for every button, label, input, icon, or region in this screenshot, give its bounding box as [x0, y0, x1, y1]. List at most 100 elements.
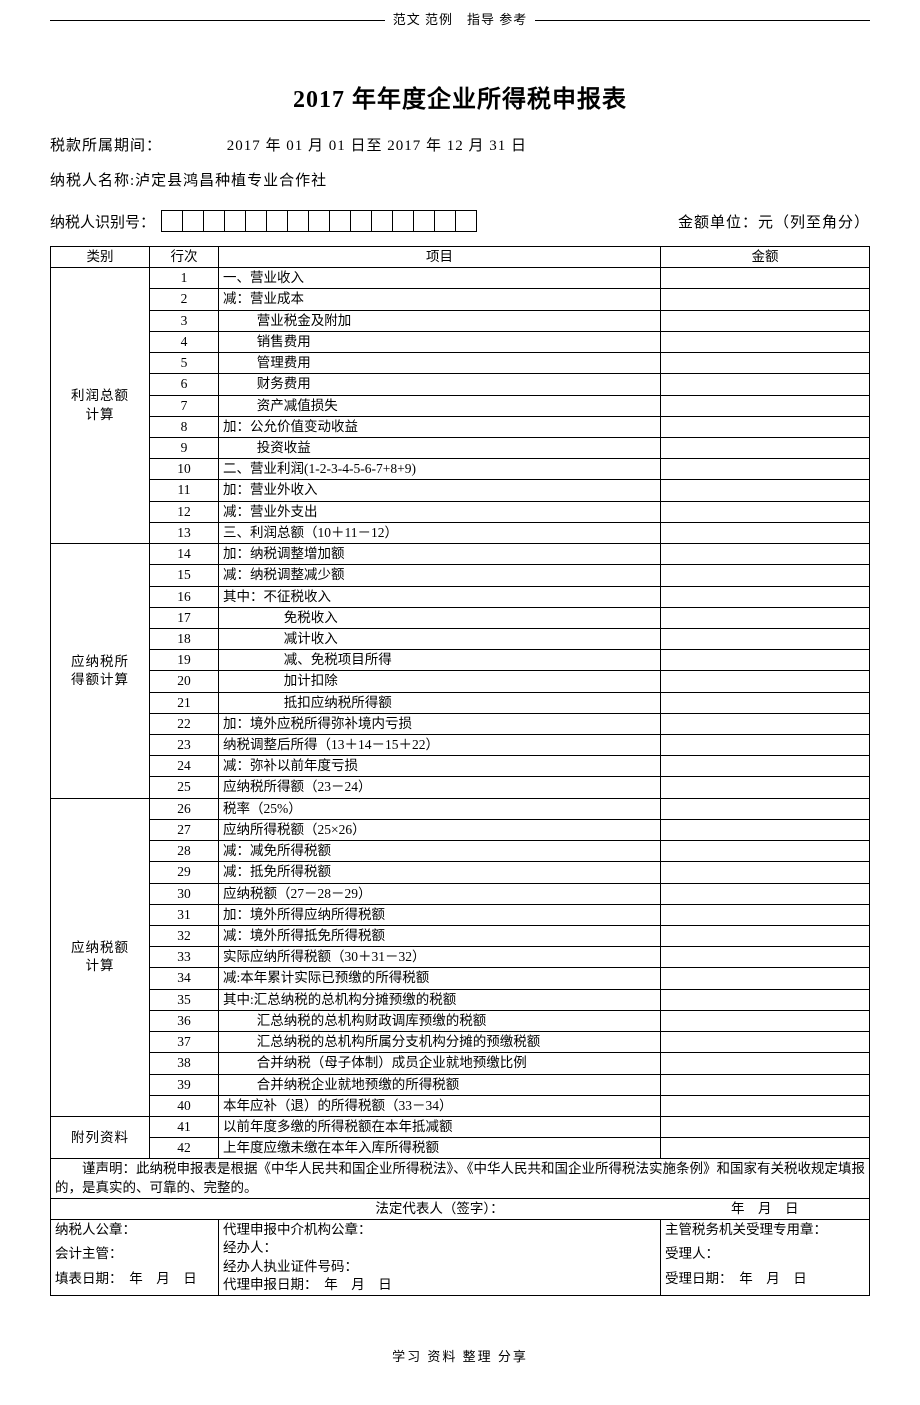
amount-cell[interactable]	[661, 926, 870, 947]
table-row: 6财务费用	[51, 374, 870, 395]
amount-cell[interactable]	[661, 607, 870, 628]
table-row: 附列资料41以前年度多缴的所得税额在本年抵减额	[51, 1116, 870, 1137]
rownum-cell: 20	[150, 671, 219, 692]
amount-cell[interactable]	[661, 565, 870, 586]
table-row: 2减：营业成本	[51, 289, 870, 310]
amount-cell[interactable]	[661, 798, 870, 819]
amount-cell[interactable]	[661, 586, 870, 607]
amount-cell[interactable]	[661, 353, 870, 374]
rownum-cell: 23	[150, 735, 219, 756]
amount-cell[interactable]	[661, 692, 870, 713]
agent-date-value: 年 月 日	[324, 1277, 392, 1292]
id-box	[329, 210, 351, 232]
rownum-cell: 36	[150, 1010, 219, 1031]
rownum-cell: 17	[150, 607, 219, 628]
item-cell: 财务费用	[219, 374, 661, 395]
amount-cell[interactable]	[661, 1116, 870, 1137]
amount-cell[interactable]	[661, 735, 870, 756]
rownum-cell: 34	[150, 968, 219, 989]
table-row: 22加：境外应税所得弥补境内亏损	[51, 713, 870, 734]
item-cell: 减：抵免所得税额	[219, 862, 661, 883]
amount-cell[interactable]	[661, 883, 870, 904]
amount-cell[interactable]	[661, 713, 870, 734]
taxpayer-name-line: 纳税人名称:泸定县鸿昌种植专业合作社	[50, 169, 870, 190]
table-row: 12减：营业外支出	[51, 501, 870, 522]
amount-cell[interactable]	[661, 1138, 870, 1159]
table-row: 13三、利润总额（10＋11－12）	[51, 522, 870, 543]
amount-cell[interactable]	[661, 395, 870, 416]
amount-cell[interactable]	[661, 819, 870, 840]
table-head: 类别 行次 项目 金额	[51, 247, 870, 268]
item-cell: 应纳税所得额（23－24）	[219, 777, 661, 798]
amount-cell[interactable]	[661, 437, 870, 458]
amount-cell[interactable]	[661, 480, 870, 501]
amount-cell[interactable]	[661, 1053, 870, 1074]
amount-cell[interactable]	[661, 671, 870, 692]
rownum-cell: 27	[150, 819, 219, 840]
tax-office-seal: 主管税务机关受理专用章：	[665, 1221, 865, 1239]
item-cell: 减：纳税调整减少额	[219, 565, 661, 586]
amount-cell[interactable]	[661, 374, 870, 395]
taxpayer-name-value: 泸定县鸿昌种植专业合作社	[135, 173, 327, 189]
rownum-cell: 31	[150, 904, 219, 925]
amount-cell[interactable]	[661, 947, 870, 968]
item-cell: 实际应纳所得税额（30＋31－32）	[219, 947, 661, 968]
amount-cell[interactable]	[661, 1032, 870, 1053]
item-cell: 减计收入	[219, 628, 661, 649]
taxpayer-id-boxes	[161, 210, 476, 232]
id-box	[350, 210, 372, 232]
amount-unit: 金额单位：元（列至角分）	[678, 211, 870, 232]
amount-cell[interactable]	[661, 904, 870, 925]
rownum-cell: 21	[150, 692, 219, 713]
amount-cell[interactable]	[661, 989, 870, 1010]
table-row: 19减、免税项目所得	[51, 650, 870, 671]
table-row: 16其中：不征税收入	[51, 586, 870, 607]
col-category: 类别	[51, 247, 150, 268]
item-cell: 减：减免所得税额	[219, 841, 661, 862]
amount-cell[interactable]	[661, 1074, 870, 1095]
amount-cell[interactable]	[661, 777, 870, 798]
table-row: 42上年度应缴未缴在本年入库所得税额	[51, 1138, 870, 1159]
amount-cell[interactable]	[661, 1095, 870, 1116]
item-cell: 减、免税项目所得	[219, 650, 661, 671]
amount-cell[interactable]	[661, 628, 870, 649]
category-cell: 应纳税所得额计算	[51, 544, 150, 799]
period-value: 2017 年 01 月 01 日至 2017 年 12 月 31 日	[227, 138, 527, 154]
amount-cell[interactable]	[661, 310, 870, 331]
amount-cell[interactable]	[661, 268, 870, 289]
col-item: 项目	[219, 247, 661, 268]
amount-cell[interactable]	[661, 331, 870, 352]
table-row: 应纳税额计算26税率（25%）	[51, 798, 870, 819]
rownum-cell: 18	[150, 628, 219, 649]
amount-cell[interactable]	[661, 650, 870, 671]
amount-cell[interactable]	[661, 756, 870, 777]
amount-cell[interactable]	[661, 544, 870, 565]
amount-cell[interactable]	[661, 862, 870, 883]
rownum-cell: 25	[150, 777, 219, 798]
amount-cell[interactable]	[661, 416, 870, 437]
amount-cell[interactable]	[661, 289, 870, 310]
item-cell: 资产减值损失	[219, 395, 661, 416]
item-cell: 加：营业外收入	[219, 480, 661, 501]
table-row: 25应纳税所得额（23－24）	[51, 777, 870, 798]
taxpayer-name-label: 纳税人名称:	[50, 173, 135, 189]
rownum-cell: 10	[150, 459, 219, 480]
item-cell: 抵扣应纳税所得额	[219, 692, 661, 713]
rownum-cell: 7	[150, 395, 219, 416]
item-cell: 加：公允价值变动收益	[219, 416, 661, 437]
item-cell: 合并纳税企业就地预缴的所得税额	[219, 1074, 661, 1095]
id-box	[224, 210, 246, 232]
amount-cell[interactable]	[661, 501, 870, 522]
amount-cell[interactable]	[661, 968, 870, 989]
receive-date-line: 受理日期： 年 月 日	[665, 1270, 865, 1288]
rownum-cell: 38	[150, 1053, 219, 1074]
rownum-cell: 24	[150, 756, 219, 777]
amount-cell[interactable]	[661, 522, 870, 543]
amount-cell[interactable]	[661, 1010, 870, 1031]
table-row: 7资产减值损失	[51, 395, 870, 416]
amount-cell[interactable]	[661, 459, 870, 480]
table-row: 应纳税所得额计算14加：纳税调整增加额	[51, 544, 870, 565]
page: 范文 范例 指导 参考 2017 年年度企业所得税申报表 税款所属期间： 201…	[0, 0, 920, 1405]
amount-cell[interactable]	[661, 841, 870, 862]
tax-table: 类别 行次 项目 金额 利润总额计算1一、营业收入2减：营业成本3营业税金及附加…	[50, 246, 870, 1296]
